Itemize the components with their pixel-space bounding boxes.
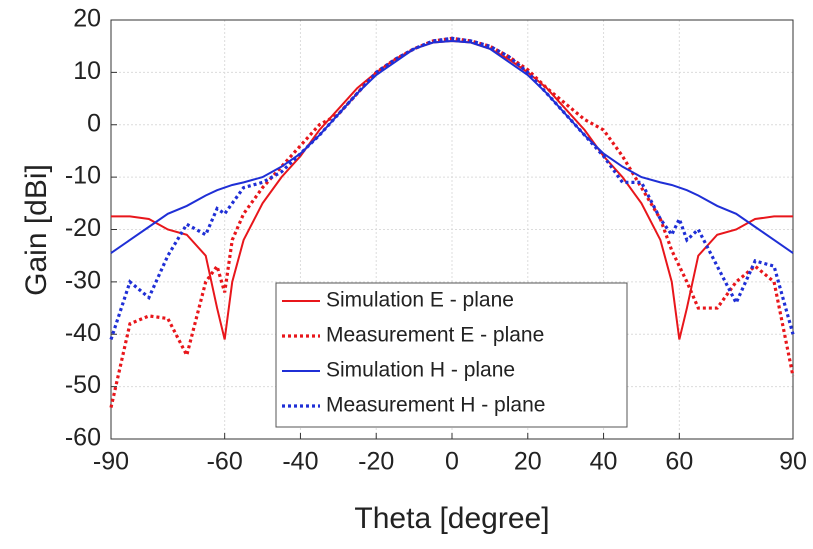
y-tick-label: -10	[65, 162, 101, 190]
legend-label: Measurement H - plane	[326, 394, 545, 417]
y-tick-label: -40	[65, 319, 101, 347]
y-tick-label: 0	[87, 109, 101, 137]
x-tick-label: 0	[445, 448, 459, 476]
x-tick-label: 90	[779, 448, 807, 476]
x-tick-label: 20	[514, 448, 542, 476]
legend-label: Simulation E - plane	[326, 289, 514, 312]
y-tick-label: 10	[73, 57, 101, 85]
legend-label: Simulation H - plane	[326, 359, 515, 382]
legend-label: Measurement E - plane	[326, 324, 544, 347]
x-tick-label: -90	[93, 448, 129, 476]
x-tick-label: 60	[665, 448, 693, 476]
x-tick-label: 40	[590, 448, 618, 476]
y-tick-label: -30	[65, 266, 101, 294]
y-tick-label: -50	[65, 371, 101, 399]
x-tick-label: -20	[358, 448, 394, 476]
legend-box	[275, 282, 628, 428]
y-tick-label: -20	[65, 214, 101, 242]
data-line	[110, 39, 794, 254]
y-axis-label: Gain [dBi]	[20, 164, 53, 296]
x-tick-label: -60	[207, 448, 243, 476]
x-axis-label: Theta [degree]	[354, 502, 549, 535]
plot-frame	[110, 19, 794, 440]
y-tick-label: 20	[73, 5, 101, 33]
y-tick-label: -60	[65, 424, 101, 452]
x-tick-label: -40	[282, 448, 318, 476]
data-line	[109, 36, 795, 340]
